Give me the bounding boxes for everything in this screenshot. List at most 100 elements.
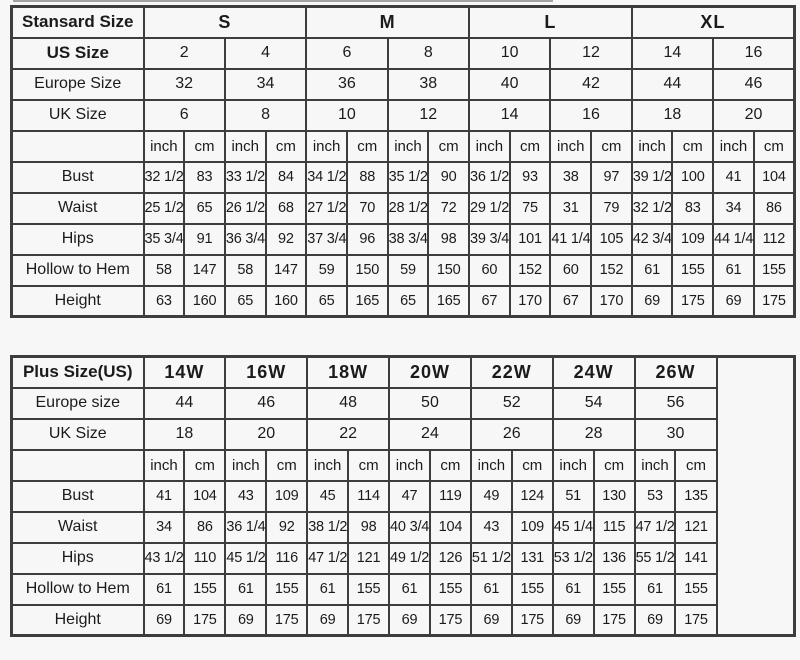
unit-label: cm [183, 129, 226, 163]
size-group-header: 22W [469, 355, 554, 389]
size-value: 38 [386, 67, 471, 101]
measurement-value: 115 [592, 510, 636, 544]
size-value: 6 [142, 98, 226, 132]
unit-label: cm [345, 129, 389, 163]
measurement-value: 35 3/4 [142, 222, 186, 256]
measurement-value: 131 [510, 541, 554, 575]
measurement-value: 175 [510, 603, 554, 637]
measurement-value: 45 [306, 479, 350, 513]
measurement-value: 105 [590, 222, 633, 256]
measurement-value: 155 [510, 572, 554, 606]
measurement-value: 109 [671, 222, 715, 256]
measurement-value: 65 [183, 191, 226, 225]
measurement-value: 47 [388, 479, 431, 513]
size-value: 34 [223, 67, 308, 101]
measurement-value: 96 [345, 222, 389, 256]
unit-label: inch [630, 129, 674, 163]
size-value: 10 [467, 36, 552, 70]
unit-label: inch [142, 129, 186, 163]
row-label: Height [10, 284, 145, 318]
measurement-value: 69 [630, 284, 674, 318]
measurement-value: 69 [712, 284, 755, 318]
measurement-value: 61 [551, 572, 595, 606]
measurement-value: 60 [549, 253, 593, 287]
unit-label: inch [305, 129, 348, 163]
measurement-value: 150 [345, 253, 389, 287]
unit-label: inch [386, 129, 430, 163]
measurement-value: 91 [183, 222, 226, 256]
measurement-value: 65 [386, 284, 430, 318]
measurement-value: 97 [590, 160, 633, 194]
size-value: 46 [712, 67, 796, 101]
unit-label: cm [347, 448, 391, 482]
unit-label: cm [752, 129, 796, 163]
measurement-value: 104 [428, 510, 472, 544]
measurement-value: 90 [427, 160, 470, 194]
measurement-value: 49 [469, 479, 513, 513]
unit-label: inch [633, 448, 677, 482]
measurement-value: 175 [674, 603, 718, 637]
measurement-value: 100 [671, 160, 715, 194]
measurement-value: 160 [264, 284, 308, 318]
unit-label: inch [549, 129, 593, 163]
measurement-value: 61 [306, 572, 350, 606]
size-value: 14 [467, 98, 552, 132]
size-value: 16 [549, 98, 633, 132]
measurement-value: 152 [590, 253, 633, 287]
size-value: 50 [388, 386, 472, 420]
measurement-value: 51 [551, 479, 595, 513]
unit-label: inch [551, 448, 595, 482]
size-value: 36 [305, 67, 389, 101]
size-value: 46 [224, 386, 309, 420]
unit-label: cm [510, 448, 554, 482]
size-value: 22 [306, 417, 391, 451]
row-label: UK Size [10, 417, 145, 451]
measurement-value: 34 1/2 [305, 160, 348, 194]
size-value: 44 [142, 386, 227, 420]
size-value: 44 [630, 67, 715, 101]
measurement-value: 60 [468, 253, 511, 287]
size-value: 16 [712, 36, 796, 70]
row-label: US Size [10, 36, 145, 70]
measurement-value: 109 [510, 510, 554, 544]
unit-label: cm [674, 448, 718, 482]
measurement-value: 98 [347, 510, 391, 544]
measurement-value: 36 3/4 [223, 222, 267, 256]
size-value: 20 [224, 417, 309, 451]
row-label: Hollow to Hem [10, 572, 145, 606]
measurement-value: 44 1/4 [712, 222, 755, 256]
measurement-value: 150 [427, 253, 470, 287]
measurement-value: 175 [265, 603, 309, 637]
measurement-value: 121 [347, 541, 391, 575]
measurement-value: 86 [752, 191, 796, 225]
measurement-value: 47 1/2 [633, 510, 677, 544]
measurement-value: 170 [508, 284, 552, 318]
measurement-value: 170 [590, 284, 633, 318]
measurement-value: 155 [752, 253, 796, 287]
measurement-value: 155 [671, 253, 715, 287]
size-group-header: XL [630, 5, 796, 39]
measurement-value: 88 [345, 160, 389, 194]
row-label: Hollow to Hem [10, 253, 145, 287]
measurement-value: 67 [549, 284, 593, 318]
measurement-value: 36 1/2 [468, 160, 511, 194]
size-value: 8 [223, 98, 308, 132]
unit-label: cm [264, 129, 308, 163]
size-value: 30 [633, 417, 718, 451]
measurement-value: 83 [671, 191, 715, 225]
measurement-value: 155 [428, 572, 472, 606]
measurement-value: 58 [223, 253, 267, 287]
measurement-value: 32 1/2 [142, 160, 186, 194]
measurement-value: 175 [347, 603, 391, 637]
unit-label: cm [592, 448, 636, 482]
measurement-value: 160 [183, 284, 226, 318]
size-value: 40 [467, 67, 552, 101]
unit-label: cm [183, 448, 227, 482]
measurement-value: 38 3/4 [386, 222, 430, 256]
size-value: 4 [223, 36, 308, 70]
unit-label: inch [223, 129, 267, 163]
size-value: 20 [712, 98, 796, 132]
measurement-value: 37 3/4 [305, 222, 348, 256]
measurement-value: 79 [590, 191, 633, 225]
standard-size-table: Stansard Size S M L XL US Size 2 4 6 8 10 12 14 16 Eur… [10, 5, 796, 318]
